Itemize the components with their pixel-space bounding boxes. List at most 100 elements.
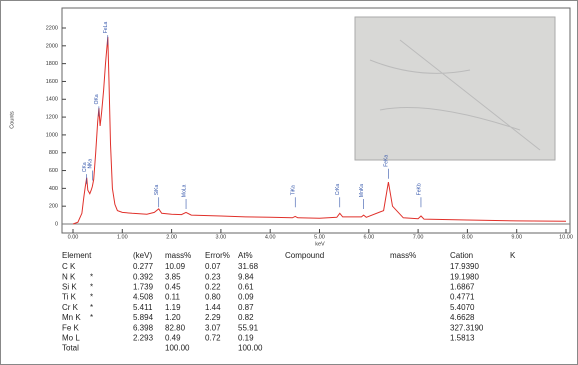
table-cell: 1.20 <box>165 313 181 322</box>
peak-label: OKa <box>94 94 100 104</box>
table-cell: 4.6628 <box>450 313 475 322</box>
y-tick-label: 1600 <box>46 79 58 85</box>
table-cell: N K <box>62 272 76 281</box>
table-header: Compound <box>285 251 324 260</box>
table-cell: 9.84 <box>238 272 254 281</box>
peak-label: MoLa <box>181 184 187 197</box>
x-tick-label: 6.00 <box>363 234 374 240</box>
table-cell: 2.293 <box>133 334 154 343</box>
table-cell: Mn K <box>62 313 81 322</box>
table-cell: 31.68 <box>238 262 259 271</box>
table-cell: C K <box>62 262 76 271</box>
table-cell: 3.07 <box>205 323 221 332</box>
table-header: mass% <box>165 251 191 260</box>
table-cell: * <box>90 313 93 322</box>
table-cell: 1.6867 <box>450 283 475 292</box>
table-cell: 0.23 <box>205 272 221 281</box>
table-cell: 55.91 <box>238 323 259 332</box>
peak-label: TiKa <box>291 185 297 195</box>
table-cell: Cr K <box>62 303 79 312</box>
table-cell: 0.49 <box>165 334 181 343</box>
x-tick-label: 9.00 <box>511 234 522 240</box>
table-cell: 0.82 <box>238 313 254 322</box>
peak-label: CrKa <box>335 184 341 196</box>
table-cell: 3.85 <box>165 272 181 281</box>
x-tick-label: 7.00 <box>413 234 424 240</box>
table-cell: 0.72 <box>205 334 221 343</box>
table-cell: 0.392 <box>133 272 154 281</box>
table-cell: * <box>90 283 93 292</box>
table-cell: 1.44 <box>205 303 221 312</box>
x-axis-label: keV <box>315 241 325 247</box>
table-cell: 0.09 <box>238 293 254 302</box>
y-tick-label: 400 <box>49 186 58 192</box>
table-header: At% <box>238 251 253 260</box>
x-tick-label: 1.00 <box>117 234 128 240</box>
table-header: (keV) <box>133 251 152 260</box>
table-cell: 19.1980 <box>450 272 479 281</box>
peak-label: MnKa <box>359 184 365 197</box>
eds-report: Counts keV 0 200 400 600 800 1000 1200 1400 1600… <box>0 0 578 365</box>
table-cell: 327.3190 <box>450 323 484 332</box>
table-header: Cation <box>450 251 473 260</box>
table-cell: Total <box>62 344 79 353</box>
x-tick-label: 10.00 <box>559 234 573 240</box>
table-cell: 1.19 <box>165 303 181 312</box>
table-cell: 0.4771 <box>450 293 475 302</box>
table-cell: Fe K <box>62 323 80 332</box>
x-tick-label: 2.00 <box>166 234 177 240</box>
table-cell: 1.5813 <box>450 334 475 343</box>
table-cell: 0.07 <box>205 262 221 271</box>
y-tick-label: 0 <box>55 221 58 227</box>
x-tick-label: 5.00 <box>314 234 325 240</box>
table-cell: 100.00 <box>165 344 190 353</box>
table-cell: 17.9390 <box>450 262 479 271</box>
table-cell: 5.4070 <box>450 303 475 312</box>
y-tick-label: 1000 <box>46 132 58 138</box>
table-cell: * <box>90 293 93 302</box>
x-tick-label: 0.00 <box>68 234 79 240</box>
y-tick-label: 1400 <box>46 97 58 103</box>
peak-label: FeKb <box>416 183 422 195</box>
table-cell: 0.61 <box>238 283 254 292</box>
table-cell: 5.894 <box>133 313 154 322</box>
table-cell: Si K <box>62 283 77 292</box>
x-tick-label: 4.00 <box>265 234 276 240</box>
table-header: mass% <box>390 251 416 260</box>
table-cell: 2.29 <box>205 313 221 322</box>
table-cell: 10.09 <box>165 262 186 271</box>
table-header: K <box>510 251 516 260</box>
table-cell: 0.22 <box>205 283 221 292</box>
y-axis-label: Counts <box>9 111 15 129</box>
table-cell: 0.45 <box>165 283 181 292</box>
table-cell: 0.11 <box>165 293 181 302</box>
table-cell: 0.277 <box>133 262 154 271</box>
table-cell: Mo L <box>62 334 80 343</box>
y-tick-label: 800 <box>49 150 58 156</box>
y-tick-label: 1200 <box>46 115 58 121</box>
table-cell: 100.00 <box>238 344 263 353</box>
table-cell: 1.739 <box>133 283 154 292</box>
table-cell: 0.87 <box>238 303 254 312</box>
table-cell: 5.411 <box>133 303 153 312</box>
table-cell: 6.398 <box>133 323 154 332</box>
table-header: Error% <box>205 251 230 260</box>
table-cell: 0.19 <box>238 334 254 343</box>
x-tick-label: 3.00 <box>216 234 227 240</box>
table-cell: Ti K <box>62 293 77 302</box>
y-tick-label: 1800 <box>46 61 58 67</box>
y-tick-label: 600 <box>49 168 58 174</box>
y-tick-label: 2000 <box>46 43 58 49</box>
table-cell: 82.80 <box>165 323 186 332</box>
table-cell: * <box>90 272 93 281</box>
peak-label: NKa <box>88 159 94 169</box>
table-cell: * <box>90 303 93 312</box>
peak-label: FeKa <box>384 155 390 167</box>
peak-label: FeLa <box>103 22 109 34</box>
y-tick-label: 2200 <box>46 25 58 31</box>
y-tick-label: 200 <box>49 204 58 210</box>
table-cell: 0.80 <box>205 293 221 302</box>
table-header: Element <box>62 251 92 260</box>
peak-label: SiKa <box>154 184 160 195</box>
x-tick-label: 8.00 <box>462 234 473 240</box>
